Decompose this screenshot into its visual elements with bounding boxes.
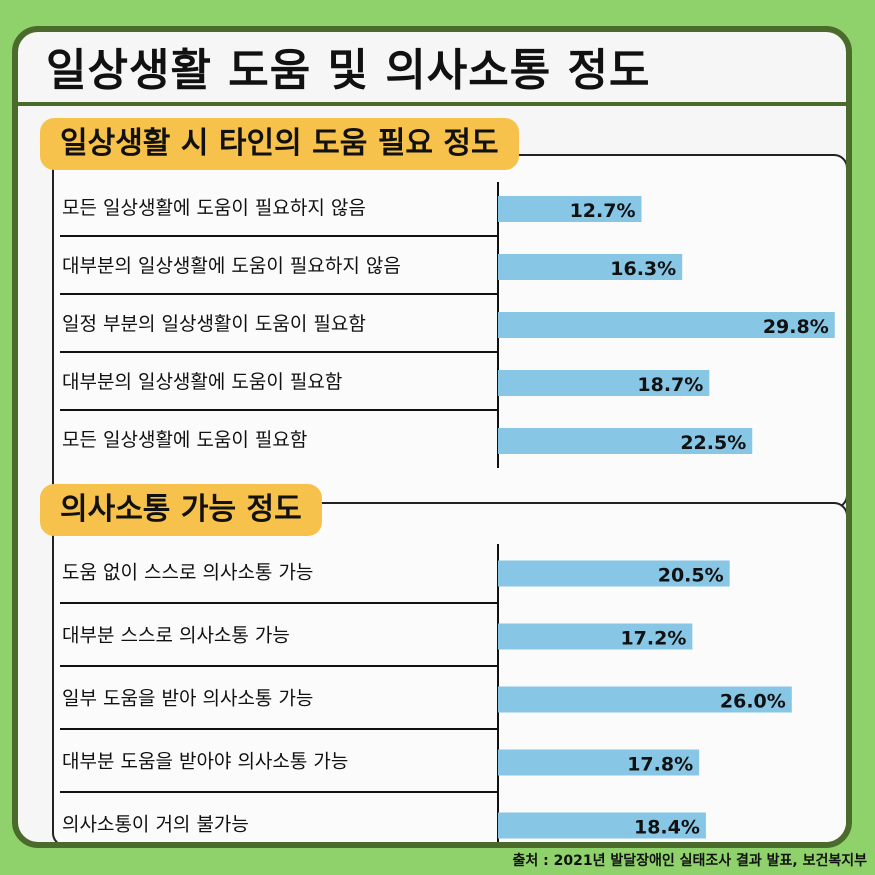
communication-panel (52, 502, 846, 842)
bar (498, 560, 730, 587)
bar (498, 312, 835, 338)
category-label: 대부분의 일상생활에 도움이 필요하지 않음 (62, 255, 401, 277)
category-label: 대부분 스스로 의사소통 가능 (62, 625, 290, 647)
category-label: 도움 없이 스스로 의사소통 가능 (62, 562, 313, 584)
bar-value-label: 16.3% (610, 258, 676, 280)
bar-value-label: 17.8% (627, 754, 693, 776)
bar (498, 623, 693, 650)
category-label: 일부 도움을 받아 의사소통 가능 (62, 688, 313, 710)
page-title: 일상생활 도움 및 의사소통 정도 (46, 45, 651, 96)
bar (498, 428, 753, 454)
bar-value-label: 22.5% (680, 432, 746, 454)
bar-value-label: 26.0% (720, 691, 786, 713)
bar (498, 370, 710, 396)
infographic-card: 일상생활 도움 및 의사소통 정도 일상생활 시 타인의 도움 필요 정도 의사… (12, 26, 852, 848)
category-label: 일정 부분의 일상생활이 도움이 필요함 (62, 313, 366, 335)
bar (498, 749, 700, 776)
communication-section-title: 의사소통 가능 정도 (40, 484, 322, 536)
bar-value-label: 12.7% (570, 200, 636, 222)
daily-help-section-title: 일상생활 시 타인의 도움 필요 정도 (40, 118, 519, 170)
category-label: 모든 일상생활에 도움이 필요하지 않음 (62, 197, 366, 219)
bar-value-label: 17.2% (620, 628, 686, 650)
bar (498, 196, 642, 222)
bar-charts: 모든 일상생활에 도움이 필요하지 않음 12.7% 대부분의 일상생활에 도움이 … (60, 182, 835, 842)
bar (498, 812, 706, 839)
category-label: 대부분의 일상생활에 도움이 필요함 (62, 371, 342, 393)
category-label: 모든 일상생활에 도움이 필요함 (62, 429, 307, 451)
bar (498, 254, 683, 280)
category-label: 대부분 도움을 받아야 의사소통 가능 (62, 751, 348, 773)
title-divider (18, 102, 846, 106)
bar-value-label: 29.8% (763, 316, 829, 338)
category-label: 의사소통이 거의 불가능 (62, 814, 249, 836)
bar (498, 686, 792, 713)
source-credit: 출처 : 2021년 발달장애인 실태조사 결과 발표, 보건복지부 (512, 853, 867, 869)
bar-value-label: 20.5% (658, 565, 724, 587)
bar-value-label: 18.7% (637, 374, 703, 396)
bar-value-label: 18.4% (634, 817, 700, 839)
